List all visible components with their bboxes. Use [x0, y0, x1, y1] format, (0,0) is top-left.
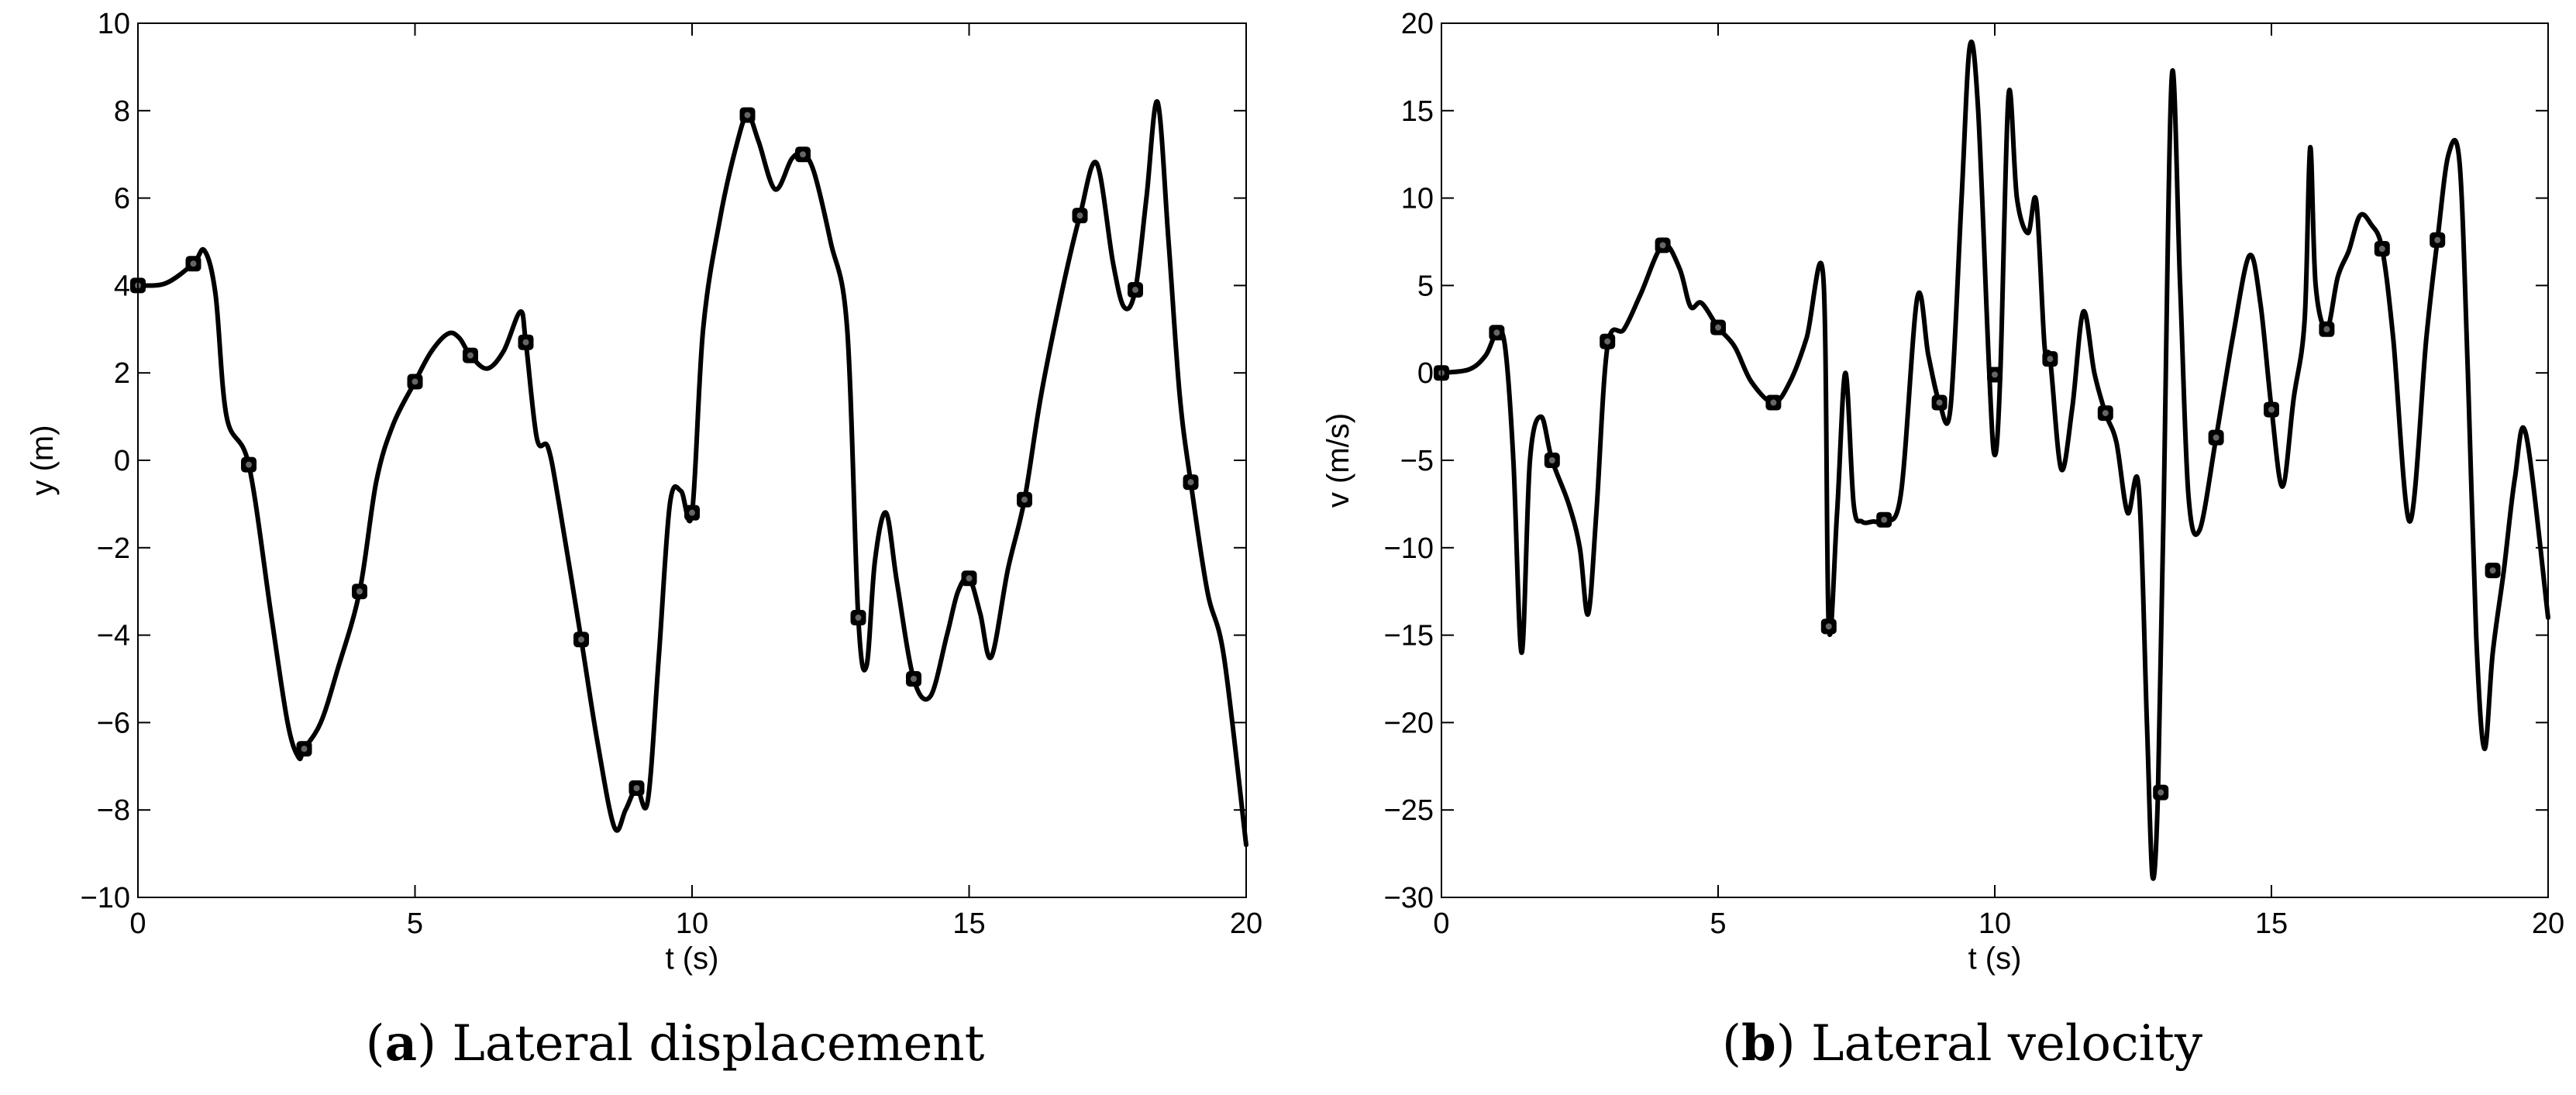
panel-b-x-axis-label: t (s) [1968, 942, 2022, 976]
panel-b-data-marker-center [1493, 329, 1500, 336]
panel-b-ytick-label: 15 [1401, 95, 1434, 128]
panel-b-data-marker-center [2213, 434, 2220, 441]
panel-b-xtick-label: 15 [2255, 907, 2288, 940]
panel-b-ytick-label: 10 [1401, 183, 1434, 215]
panel-a-data-marker-center [1187, 479, 1194, 486]
panel-b-ytick-label: −5 [1400, 445, 1434, 477]
panel-b-data-marker-center [1881, 516, 1888, 523]
panel-a-xtick-label: 20 [1230, 907, 1262, 940]
panel-a-ytick-label: 6 [114, 183, 130, 215]
panel-b-xtick-label: 10 [1978, 907, 2011, 940]
panel-b-data-marker-center [1770, 399, 1777, 406]
panel-a-ytick-label: 2 [114, 357, 130, 390]
panel-a-ytick-label: 4 [114, 270, 130, 302]
panel-b-xtick-label: 0 [1433, 907, 1449, 940]
panel-a-data-marker-center [800, 151, 806, 158]
caption-a: (a) Lateral displacement [366, 1014, 985, 1073]
panel-a-ytick-label: −10 [81, 882, 130, 914]
panel-a-data-marker-center [689, 509, 695, 516]
panel-a-ytick-label: −8 [97, 794, 130, 827]
panel-a-data-marker-center [246, 461, 252, 468]
panel-a-data-marker-center [1021, 496, 1028, 503]
panel-b-data-marker-center [1659, 242, 1666, 249]
panel-b-ytick-label: −25 [1384, 794, 1434, 827]
panel-b-ytick-label: 20 [1401, 8, 1434, 40]
panel-b-markers [1434, 232, 2501, 801]
panel-a-y-axis-label: y (m) [26, 425, 60, 495]
panel-a-curve [136, 99, 1248, 848]
panel-a-data-marker-center [522, 339, 529, 346]
panel-b-data-marker-center [1548, 457, 1555, 463]
panel-a-xtick-label: 0 [129, 907, 146, 940]
panel-b-data-marker-center [2489, 567, 2496, 574]
panel-b-ytick-label: −15 [1384, 620, 1434, 653]
panel-b-ytick-label: −30 [1384, 882, 1434, 914]
panel-a-x-axis-label: t (s) [666, 942, 719, 976]
panel-b-data-marker-center [2158, 789, 2164, 796]
panel-b-data-marker-center [1604, 338, 1611, 345]
panel-b-data-marker-center [2268, 406, 2275, 413]
panel-a-xtick-label: 15 [952, 907, 985, 940]
panel-a-data-marker-center [356, 588, 363, 595]
panel-a-data-marker-center [301, 745, 308, 752]
panel-a-data-marker-center [1132, 287, 1138, 294]
panel-a-markers [130, 107, 1199, 796]
panel-b-data-marker-center [2102, 410, 2109, 417]
panel-b-axes-box [1441, 22, 2549, 898]
panel-b-xtick-label: 5 [1710, 907, 1726, 940]
panel-a-ytick-label: −2 [97, 532, 130, 565]
panel-a-ytick-label: 0 [114, 445, 130, 477]
panel-a-data-marker-center [578, 636, 584, 643]
panel-b-data-marker-center [1715, 324, 1721, 331]
panel-a-data-marker-center [1076, 212, 1083, 219]
panel-b-data-marker-center [1992, 371, 1998, 378]
panel-a-data-marker-center [633, 785, 640, 791]
panel-a-axes-box [137, 22, 1247, 898]
panel-a-xtick-label: 10 [676, 907, 708, 940]
panel-b-ytick-label: −20 [1384, 707, 1434, 739]
caption-b: (b) Lateral velocity [1722, 1014, 2202, 1073]
panel-a-data-marker-center [966, 575, 973, 582]
panel-a-ytick-label: −4 [97, 620, 130, 653]
panel-a-ticks: 0 5 10 15 20 −10 −8 −6 −4 −2 0 2 4 6 8 10 [81, 8, 1263, 940]
panel-b-ticks: 0 5 10 15 20 −30 −25 −20 −15 −10 −5 0 5 10 15 20 [1384, 8, 2565, 940]
panel-a-data-marker-center [855, 615, 862, 622]
panel-b-curve [1439, 40, 2550, 881]
panel-a-data-marker-center [190, 260, 197, 267]
panel-b-xtick-label: 20 [2532, 907, 2564, 940]
panel-b-data-marker-center [1936, 399, 1943, 406]
panel-a-ytick-label: 8 [114, 95, 130, 128]
panel-b-data-marker-center [1825, 623, 1832, 630]
panel-a-ytick-label: 10 [98, 8, 130, 40]
panel-b-data-marker-center [2323, 325, 2330, 332]
panel-b-y-axis-label: v (m/s) [1321, 413, 1355, 508]
panel-b-ytick-label: 0 [1417, 357, 1434, 390]
panel-b-ytick-label: 5 [1417, 270, 1434, 302]
panel-a-data-marker-center [412, 378, 418, 385]
panel-b-data-marker-center [2378, 246, 2385, 253]
panel-b-data-marker-center [2047, 356, 2054, 363]
panel-a-xtick-label: 5 [407, 907, 423, 940]
panel-a-data-marker-center [744, 112, 751, 119]
panel-b-data-marker-center [2434, 236, 2441, 243]
panel-a-ytick-label: −6 [97, 707, 130, 739]
panel-a-displacement: 0 5 10 15 20 −10 −8 −6 −4 −2 0 2 4 6 8 10 t (s) y (m) [26, 8, 1262, 976]
panel-b-ytick-label: −10 [1384, 532, 1434, 565]
panel-a-data-marker-center [911, 676, 917, 682]
panel-a-data-marker-center [467, 352, 474, 359]
